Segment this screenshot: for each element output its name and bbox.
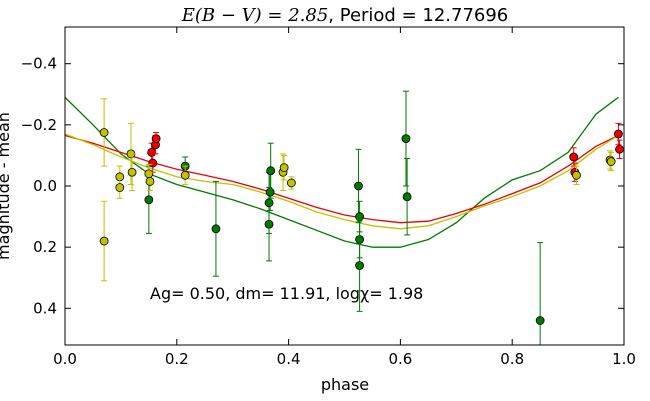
point-marker xyxy=(354,181,363,191)
data-point xyxy=(402,157,412,236)
data-point xyxy=(354,148,363,224)
x-tick-label: 1.0 xyxy=(612,350,636,368)
point-marker xyxy=(211,224,221,234)
fit-curve-1 xyxy=(65,134,619,224)
point-marker xyxy=(148,158,158,168)
point-marker xyxy=(265,187,275,197)
point-marker xyxy=(266,166,276,176)
y-tick-label: −0.2 xyxy=(21,116,57,134)
point-marker xyxy=(264,198,274,208)
point-marker xyxy=(144,195,154,205)
data-point xyxy=(211,180,221,277)
data-point xyxy=(99,98,109,167)
point-marker xyxy=(144,169,154,179)
point-marker xyxy=(99,236,109,246)
plot-clip-group xyxy=(65,90,624,345)
point-marker xyxy=(279,163,289,173)
chart-title: E(B − V) = 2.85, Period = 12.77696 xyxy=(181,5,509,26)
point-marker xyxy=(614,129,623,139)
x-axis-label: phase xyxy=(321,375,369,394)
data-point xyxy=(278,153,288,192)
data-point xyxy=(266,142,276,199)
data-point xyxy=(615,139,624,159)
chart-title-math: E(B − V) = 2.85 xyxy=(181,5,329,26)
point-marker xyxy=(615,144,624,154)
point-marker xyxy=(401,134,411,144)
x-axis: 0.0 0.2 0.4 0.6 0.8 1.0 xyxy=(53,27,636,368)
data-point xyxy=(151,131,161,146)
y-tick-label: 0.4 xyxy=(33,299,57,317)
point-marker xyxy=(286,178,296,188)
point-marker xyxy=(402,192,412,202)
point-marker xyxy=(115,183,125,192)
data-point xyxy=(127,153,137,192)
data-point xyxy=(355,219,364,312)
chart-title-rest: , Period = 12.77696 xyxy=(328,5,508,26)
x-tick-label: 0.6 xyxy=(388,350,412,368)
data-point xyxy=(286,176,296,190)
data-point xyxy=(606,151,616,172)
data-point xyxy=(180,165,190,185)
data-point xyxy=(115,176,125,199)
point-marker xyxy=(127,167,137,177)
point-marker xyxy=(145,177,155,186)
y-axis-label: magnitude - mean xyxy=(0,112,13,260)
point-marker xyxy=(180,170,190,180)
point-marker xyxy=(606,157,616,166)
fit-curve-2 xyxy=(65,133,619,230)
data-point xyxy=(99,200,109,282)
data-point xyxy=(535,242,545,345)
point-marker xyxy=(147,147,157,157)
data-point xyxy=(572,165,581,185)
data-point xyxy=(265,173,275,211)
point-marker xyxy=(99,128,109,137)
y-tick-label: 0.0 xyxy=(33,177,57,195)
y-tick-label: 0.2 xyxy=(33,238,57,256)
plot-area xyxy=(65,90,624,345)
point-marker xyxy=(569,152,579,162)
y-axis: −0.4 −0.2 0.0 0.2 0.4 xyxy=(21,55,624,317)
data-point xyxy=(279,154,289,181)
x-tick-label: 0.0 xyxy=(53,350,77,368)
x-tick-label: 0.8 xyxy=(500,350,524,368)
fit-annotation: Ag= 0.50, dm= 11.91, logχ= 1.98 xyxy=(150,284,423,303)
fit-curve-0 xyxy=(65,96,619,248)
x-tick-label: 0.4 xyxy=(277,350,301,368)
data-point xyxy=(401,90,411,187)
point-marker xyxy=(572,170,581,180)
data-point xyxy=(614,122,623,146)
x-tick-label: 0.2 xyxy=(165,350,189,368)
point-marker xyxy=(355,261,364,270)
y-tick-label: −0.4 xyxy=(21,55,57,73)
point-marker xyxy=(151,134,161,144)
point-marker xyxy=(535,316,545,325)
data-point xyxy=(145,171,155,192)
